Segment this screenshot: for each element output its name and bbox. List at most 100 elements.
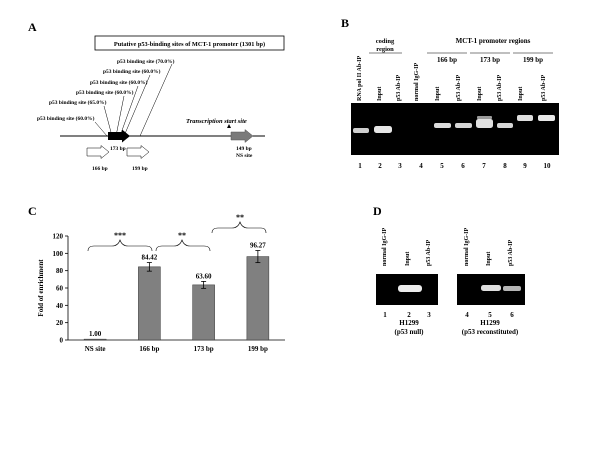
- c-bar-2: [192, 284, 215, 341]
- chart-c: 0 20 40 60 80 100 120 1.00 NS site 84.42 166 bp 63.…: [53, 233, 285, 353]
- b-lane-label-6: p53 Ab-IP: [456, 74, 462, 101]
- site-label-5: p53 binding site (65.0%): [49, 99, 107, 106]
- b-lane-label-9: Input: [518, 87, 524, 101]
- c-value-label-3: 96.27: [250, 241, 266, 249]
- b-lane-num-10: 10: [544, 162, 552, 170]
- group-166: 166 bp: [437, 56, 457, 64]
- d-lane-num-6: 6: [510, 311, 514, 319]
- grey-arrow-149: [230, 128, 254, 144]
- tss-triangle-icon: [227, 124, 231, 128]
- band-b-lane2: [374, 126, 392, 133]
- header-promoter: MCT-1 promoter regions: [456, 37, 531, 45]
- site-label-6: p53 binding site (60.0%): [37, 115, 95, 122]
- b-lane-num-3: 3: [398, 162, 402, 170]
- promoter-box: [94, 35, 285, 51]
- c-y-tick-label-5: 100: [53, 250, 64, 258]
- b-lane-label-4: normal IgG-IP: [414, 63, 420, 102]
- band-b-lane8: [497, 123, 513, 128]
- header-region: region: [376, 46, 394, 53]
- b-lane-num-1: 1: [358, 162, 362, 170]
- band-b-lane10: [538, 115, 555, 121]
- c-y-tick-label-4: 80: [56, 267, 64, 275]
- white-arrow-199: [126, 144, 150, 160]
- c-bar-0: [83, 338, 107, 341]
- d-lane-label-3: p53 Ab-IP: [426, 239, 432, 266]
- c-bar-1: [138, 266, 161, 341]
- gel-b-bands: [353, 115, 555, 133]
- d-lane-num-3: 3: [427, 311, 431, 319]
- b-lane-num-8: 8: [503, 162, 507, 170]
- b-lane-num-5: 5: [440, 162, 444, 170]
- band-d-lane6: [503, 286, 521, 291]
- header-coding: coding: [376, 38, 395, 45]
- d-cell-right: H1299: [480, 319, 500, 327]
- band-b-lane5: [434, 123, 451, 128]
- c-sig-3: **: [236, 213, 244, 222]
- b-lane-num-6: 6: [461, 162, 465, 170]
- b-lane-num-2: 2: [378, 162, 382, 170]
- group-199: 199 bp: [523, 56, 543, 64]
- b-lane-label-2: Input: [377, 87, 383, 101]
- site-label-2: p53 binding site (60.0%): [103, 68, 161, 75]
- label-173: 173 bp: [110, 146, 126, 152]
- c-y-tick-label-6: 120: [53, 233, 64, 241]
- panel-a-letter: A: [28, 20, 37, 34]
- c-category-label-3: 199 bp: [248, 345, 268, 353]
- band-b-lane9: [517, 115, 533, 121]
- band-b-lane7: [476, 119, 493, 128]
- b-lane-label-3: p53 Ab-IP: [396, 74, 402, 101]
- panel-d-letter: D: [373, 204, 382, 218]
- c-value-label-0: 1.00: [89, 330, 102, 338]
- band-b-lane7-upper: [477, 116, 492, 119]
- site-label-1: p53 binding site (70.0%): [117, 58, 175, 65]
- black-arrow-173: [108, 129, 130, 143]
- d-lane-label-4: normal IgG-IP: [464, 228, 470, 267]
- b-lane-num-7: 7: [482, 162, 486, 170]
- b-lane-label-5: Input: [435, 87, 441, 101]
- tss-label: Transcription start site: [186, 118, 247, 125]
- c-value-label-1: 84.42: [142, 254, 158, 262]
- b-lane-num-9: 9: [523, 162, 527, 170]
- d-lane-num-1: 1: [383, 311, 387, 319]
- band-d-lane2: [398, 285, 422, 292]
- d-cell-left: H1299: [399, 319, 419, 327]
- d-cond-right: (p53 reconstituted): [462, 328, 519, 336]
- d-lane-num-2: 2: [407, 311, 411, 319]
- c-y-axis-title: Fold of enrichment: [37, 259, 45, 317]
- d-lane-num-4: 4: [465, 311, 469, 319]
- site-label-4: p53 binding site (60.0%): [76, 89, 134, 96]
- site-label-3: p53 binding site (60.0%): [90, 79, 148, 86]
- label-166: 166 bp: [92, 166, 108, 172]
- promoter-box-title: Putative p53-binding sites of MCT-1 prom…: [114, 41, 265, 48]
- band-b-lane6: [455, 123, 472, 128]
- d-lane-label-6: p53 Ab-IP: [508, 239, 514, 266]
- band-b-lane1: [353, 128, 369, 133]
- c-y-tick-label-2: 40: [56, 302, 64, 310]
- b-lane-label-7: Input: [477, 87, 483, 101]
- label-199: 199 bp: [132, 166, 148, 172]
- c-y-tick-label-3: 60: [56, 285, 64, 293]
- c-bar-3: [246, 256, 270, 341]
- c-y-tick-label-0: 0: [60, 337, 64, 345]
- c-category-label-2: 173 bp: [194, 345, 214, 353]
- c-category-label-1: 166 bp: [139, 345, 159, 353]
- d-lane-label-5: Input: [486, 252, 492, 266]
- d-lane-label-1: normal IgG-IP: [382, 228, 388, 267]
- b-lane-label-10: p53 Ab-IP: [541, 74, 547, 101]
- d-lane-label-2: Input: [405, 252, 411, 266]
- label-149: 149 bp: [236, 146, 252, 152]
- c-sig-1: ***: [114, 231, 126, 240]
- b-lane-num-4: 4: [419, 162, 423, 170]
- label-ns-site: NS site: [236, 153, 253, 159]
- c-category-label-0: NS site: [85, 345, 106, 353]
- c-sig-2: **: [178, 231, 186, 240]
- panel-b-letter: B: [341, 16, 349, 30]
- c-sig-braces: [87, 221, 267, 252]
- d-cond-left: (p53 null): [395, 328, 425, 336]
- group-173: 173 bp: [480, 56, 500, 64]
- band-d-lane5: [481, 285, 501, 291]
- c-y-tick-label-1: 20: [56, 319, 64, 327]
- panel-c-letter: C: [28, 204, 37, 218]
- b-lane-label-1: RNA pol II Ab-IP: [357, 55, 363, 101]
